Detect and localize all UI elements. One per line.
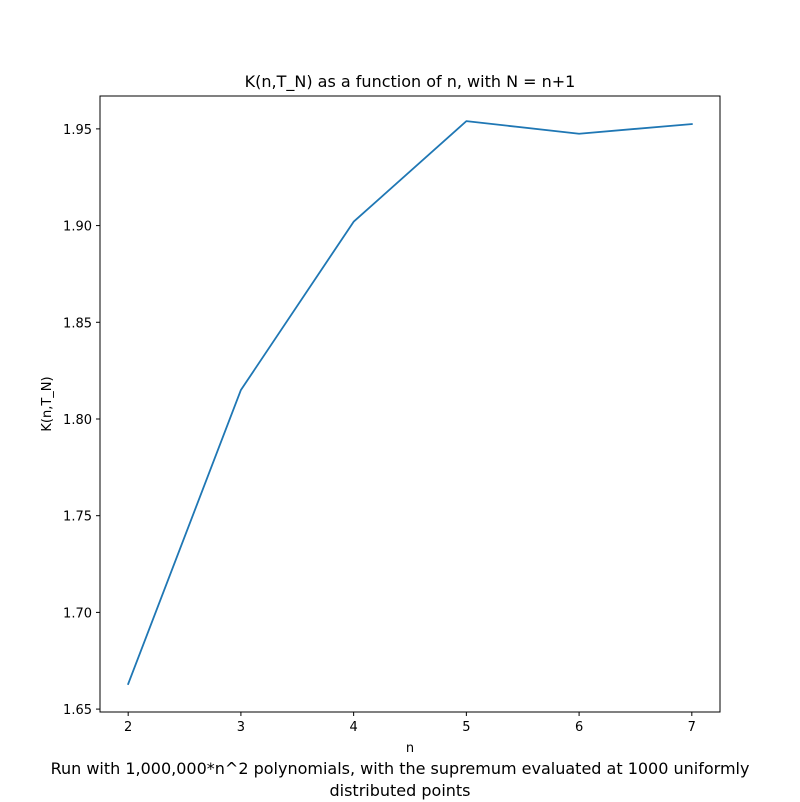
x-tick-label: 2 — [124, 720, 132, 735]
chart-caption: Run with 1,000,000*n^2 polynomials, with… — [0, 758, 800, 802]
y-axis-ticks: 1.65 1.70 1.75 1.80 1.85 1.90 1.95 — [63, 123, 100, 718]
y-tick-label: 1.80 — [63, 413, 92, 428]
y-tick-label: 1.70 — [63, 606, 92, 621]
x-axis-label: n — [406, 741, 414, 756]
x-tick-label: 6 — [575, 720, 583, 735]
x-tick-label: 7 — [688, 720, 696, 735]
chart-title: K(n,T_N) as a function of n, with N = n+… — [245, 72, 576, 92]
x-tick-label: 3 — [237, 720, 245, 735]
x-tick-label: 5 — [462, 720, 470, 735]
plot-area — [100, 96, 720, 712]
y-axis-label: K(n,T_N) — [40, 376, 55, 431]
series-line — [127, 120, 693, 686]
x-axis-ticks: 2 3 4 5 6 7 — [124, 712, 696, 735]
y-tick-label: 1.95 — [63, 123, 92, 138]
y-tick-label: 1.90 — [63, 220, 92, 235]
caption-line-1: Run with 1,000,000*n^2 polynomials, with… — [50, 759, 750, 778]
caption-line-2: distributed points — [329, 781, 471, 800]
y-tick-label: 1.65 — [63, 703, 92, 718]
plot-frame — [99, 95, 721, 713]
y-tick-label: 1.75 — [63, 510, 92, 525]
x-tick-label: 4 — [349, 720, 357, 735]
y-tick-label: 1.85 — [63, 316, 92, 331]
